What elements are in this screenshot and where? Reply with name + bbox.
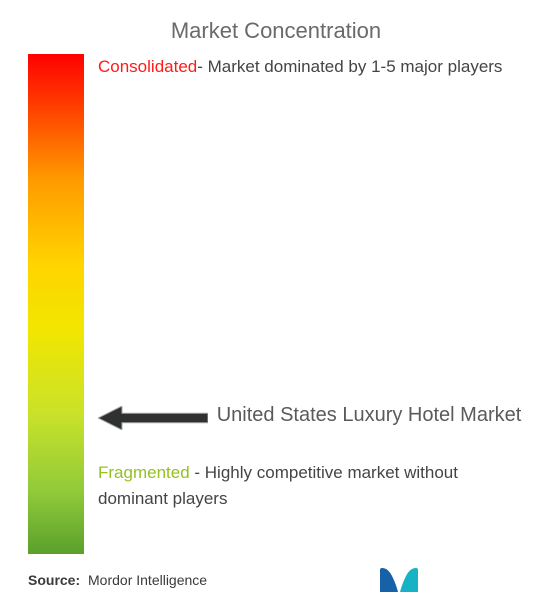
fragmented-description: Fragmented - Highly competitive market w… bbox=[98, 460, 530, 513]
content-area: Consolidated- Market dominated by 1-5 ma… bbox=[0, 54, 552, 80]
market-label: United States Luxury Hotel Market bbox=[208, 402, 530, 429]
source-name: Mordor Intelligence bbox=[88, 572, 207, 588]
mordor-logo-icon bbox=[378, 566, 422, 594]
arrow-left-icon bbox=[98, 406, 208, 430]
consolidated-rest: - Market dominated by 1-5 major players bbox=[197, 57, 502, 76]
source-line: Source: Mordor Intelligence bbox=[28, 572, 207, 588]
consolidated-keyword: Consolidated bbox=[98, 57, 197, 76]
source-label: Source: bbox=[28, 572, 80, 588]
page-title: Market Concentration bbox=[0, 0, 552, 54]
fragmented-keyword: Fragmented bbox=[98, 463, 190, 482]
concentration-gradient-bar bbox=[28, 54, 84, 554]
market-marker-row: United States Luxury Hotel Market bbox=[98, 402, 530, 430]
footer: Source: Mordor Intelligence bbox=[28, 566, 532, 594]
consolidated-description: Consolidated- Market dominated by 1-5 ma… bbox=[98, 54, 532, 80]
